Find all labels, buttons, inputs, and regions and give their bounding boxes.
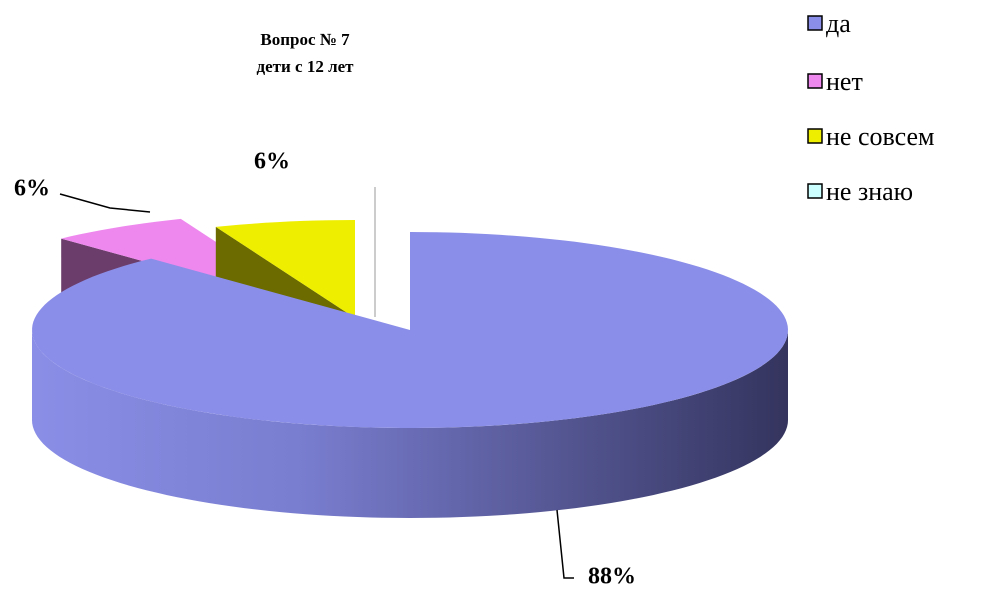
leader-line bbox=[556, 509, 574, 579]
legend-swatch bbox=[807, 128, 823, 144]
legend-label: нет bbox=[826, 67, 863, 96]
legend-label: не знаю bbox=[826, 177, 913, 206]
slice bbox=[32, 232, 789, 518]
data-label: 88% bbox=[588, 564, 636, 590]
chart-title: Вопрос № 7 bbox=[260, 30, 350, 49]
legend-label: да bbox=[826, 9, 851, 38]
legend-swatch bbox=[807, 15, 823, 31]
data-label: 6% bbox=[14, 176, 50, 202]
chart-subtitle: дети с 12 лет bbox=[256, 57, 354, 76]
legend-swatch bbox=[807, 73, 823, 89]
slice-top bbox=[215, 220, 355, 318]
data-label: 6% bbox=[254, 149, 290, 175]
leader-line bbox=[59, 193, 151, 213]
legend-swatch bbox=[807, 183, 823, 199]
slice-wall bbox=[32, 330, 788, 518]
slice-top bbox=[32, 232, 789, 428]
legend-label: не совсем bbox=[826, 122, 934, 151]
